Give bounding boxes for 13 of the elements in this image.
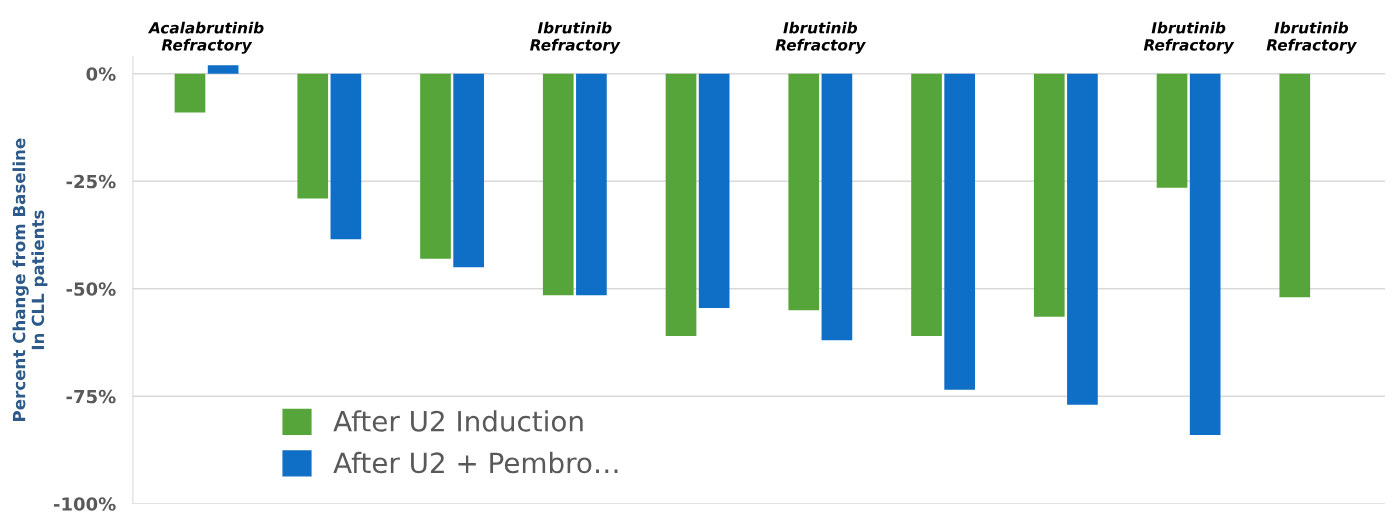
y-tick-label: 0%	[86, 67, 116, 81]
y-tick-label: -50%	[66, 282, 116, 296]
legend-label: After U2 + Pembro…	[333, 451, 618, 474]
y-axis-title: Percent Change from Baseline In CLL patients	[12, 138, 48, 421]
legend-label: After U2 Induction	[333, 410, 583, 432]
y-tick-label: -25%	[66, 174, 116, 189]
x-tick-label: Acalabrutinib Refractory	[147, 21, 264, 54]
y-tick-label: -75%	[66, 389, 116, 404]
x-tick-label: Ibrutinib Refractory	[530, 21, 621, 54]
x-tick-label: Ibrutinib Refractory	[775, 21, 866, 54]
y-tick-label: -100%	[53, 497, 116, 511]
x-tick-label: Ibrutinib Refractory	[1266, 21, 1357, 54]
x-tick-label: Ibrutinib Refractory	[1143, 21, 1235, 54]
